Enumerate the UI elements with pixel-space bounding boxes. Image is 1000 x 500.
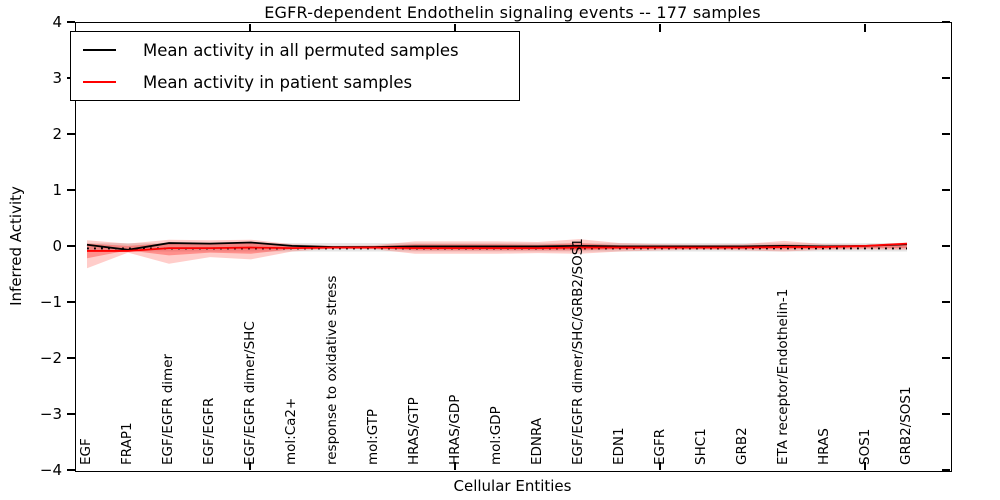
- y-tick-label: 1: [52, 181, 62, 199]
- x-category-label: EGFR: [652, 428, 668, 465]
- y-tick-mark-left: [67, 413, 75, 415]
- y-tick-mark-right: [942, 189, 950, 191]
- y-tick-mark-right: [942, 413, 950, 415]
- y-tick-mark-right: [942, 133, 950, 135]
- x-category-label: GRB2/SOS1: [898, 386, 914, 465]
- x-category-label: EGF: [78, 438, 94, 465]
- y-tick-label: 3: [52, 69, 62, 87]
- patient-line-swatch: [83, 81, 116, 83]
- x-tick-mark-top: [249, 23, 251, 32]
- x-axis-title: Cellular Entities: [453, 477, 572, 495]
- x-category-label: EGF/EGFR: [201, 397, 217, 465]
- y-tick-label: −1: [39, 293, 62, 311]
- y-tick-mark-left: [67, 189, 75, 191]
- y-tick-mark-right: [942, 301, 950, 303]
- x-tick-mark-bottom: [454, 462, 456, 470]
- x-category-label: response to oxidative stress: [324, 275, 340, 465]
- x-category-label: FRAP1: [119, 422, 135, 465]
- chart-series-layer: [86, 239, 908, 269]
- x-category-label: SOS1: [857, 428, 873, 465]
- y-tick-label: −4: [39, 461, 62, 479]
- x-category-label: mol:Ca2+: [283, 397, 299, 465]
- y-tick-label: 0: [52, 237, 62, 255]
- y-tick-mark-left: [67, 245, 75, 247]
- x-tick-mark-top: [864, 23, 866, 32]
- y-tick-label: 2: [52, 125, 62, 143]
- y-tick-mark-right: [942, 21, 950, 23]
- x-category-label: HRAS/GDP: [447, 394, 463, 465]
- x-tick-mark-bottom: [864, 462, 866, 470]
- x-category-label: EDN1: [611, 427, 627, 465]
- legend-item-permuted: Mean activity in all permuted samples: [71, 36, 519, 64]
- y-tick-mark-left: [67, 357, 75, 359]
- y-tick-mark-right: [942, 245, 950, 247]
- y-tick-label: 4: [52, 13, 62, 31]
- x-category-label: mol:GDP: [488, 406, 504, 465]
- y-tick-label: −2: [39, 349, 62, 367]
- permuted-line-swatch: [83, 49, 116, 51]
- x-category-label: EGF/EGFR dimer/SHC: [242, 321, 258, 465]
- patient-mean-line: [87, 242, 908, 252]
- y-tick-mark-right: [942, 77, 950, 79]
- y-tick-mark-left: [67, 133, 75, 135]
- x-tick-mark-bottom: [659, 462, 661, 470]
- x-category-label: ETA receptor/Endothelin-1: [775, 288, 791, 465]
- x-category-label: HRAS/GTP: [406, 397, 422, 465]
- x-category-label: HRAS: [816, 428, 832, 465]
- x-category-label: EDNRA: [529, 417, 545, 465]
- legend-label-patient: Mean activity in patient samples: [143, 72, 413, 92]
- x-category-label: SHC1: [693, 428, 709, 465]
- y-tick-mark-left: [67, 469, 75, 471]
- x-tick-mark-top: [454, 23, 456, 32]
- y-tick-mark-right: [942, 357, 950, 359]
- x-category-label: EGF/EGFR dimer/SHC/GRB2/SOS1: [570, 238, 586, 465]
- chart-title: EGFR-dependent Endothelin signaling even…: [264, 3, 761, 22]
- x-tick-mark-bottom: [249, 462, 251, 470]
- x-category-label: EGF/EGFR dimer: [160, 353, 176, 465]
- y-tick-label: −3: [39, 405, 62, 423]
- y-tick-mark-left: [67, 301, 75, 303]
- x-category-label: mol:GTP: [365, 408, 381, 465]
- y-tick-mark-right: [942, 469, 950, 471]
- x-tick-mark-top: [659, 23, 661, 32]
- chart-legend: Mean activity in all permuted samples Me…: [70, 31, 520, 101]
- x-category-label: GRB2: [734, 427, 750, 465]
- legend-label-permuted: Mean activity in all permuted samples: [143, 40, 459, 60]
- y-tick-mark-left: [67, 21, 75, 23]
- legend-item-patient: Mean activity in patient samples: [71, 68, 519, 96]
- permuted-mean-line: [86, 241, 908, 251]
